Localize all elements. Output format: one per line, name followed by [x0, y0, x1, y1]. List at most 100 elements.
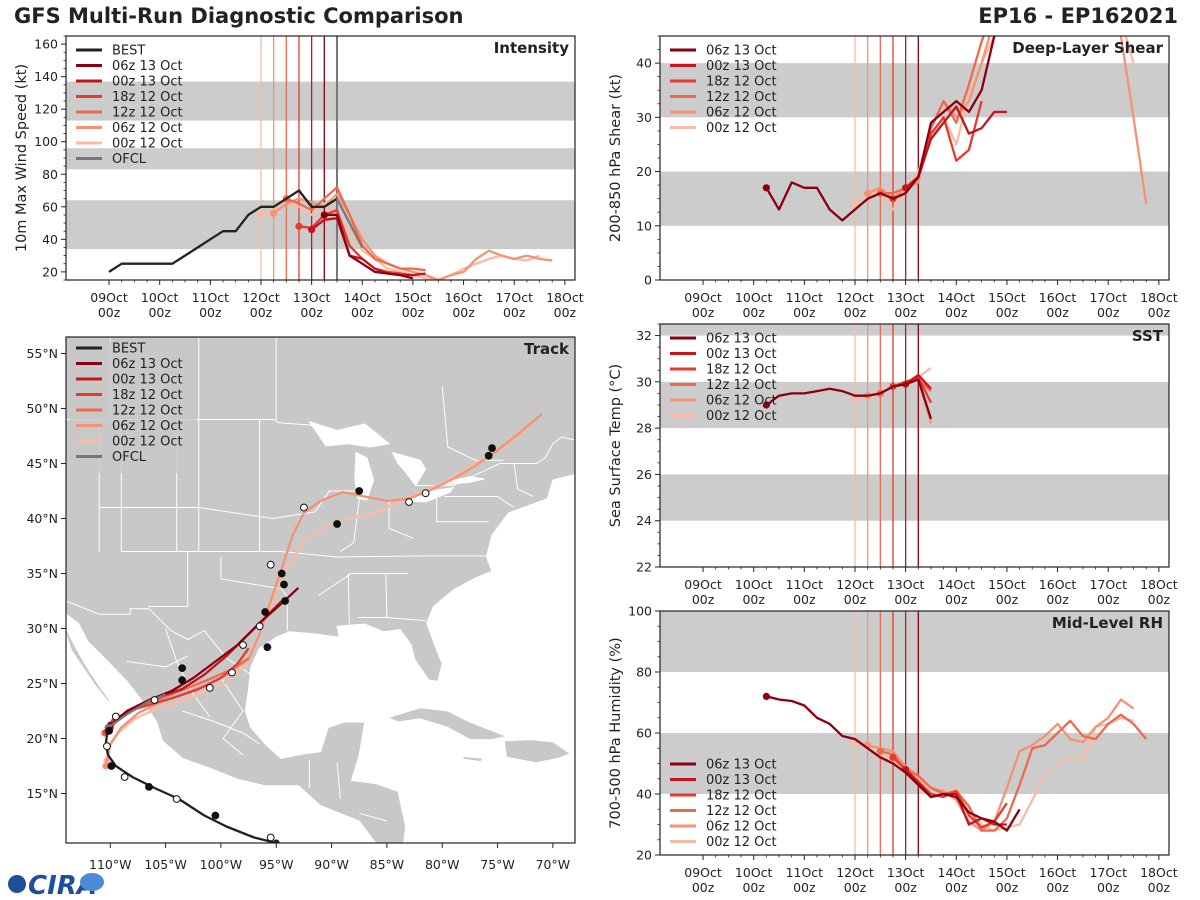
figure-title: GFS Multi-Run Diagnostic Comparison: [14, 4, 464, 28]
x-tick-hour: 00z: [945, 305, 968, 320]
cira-logo: CIRA: [8, 871, 104, 900]
threshold-band: [660, 611, 1169, 672]
track-day-marker: [255, 622, 264, 631]
x-tick-date: 14Oct: [938, 865, 976, 880]
series-line-06z-12-Oct: [867, 36, 1148, 205]
legend-entry: 06z 13 Oct: [706, 44, 777, 59]
track-start-point: [272, 839, 280, 843]
x-tick-hour: 00z: [945, 592, 968, 607]
x-tick-hour: 00z: [844, 305, 867, 320]
lon-tick-label: 105°W: [144, 857, 186, 872]
y-axis-label: 200-850 hPa Shear (kt): [608, 74, 624, 242]
init-point: [762, 401, 770, 409]
init-point: [320, 211, 328, 219]
y-tick-label: 60: [636, 726, 652, 741]
x-tick-hour: 00z: [1097, 880, 1120, 895]
lon-tick-label: 90°W: [314, 857, 349, 872]
track-day-marker: [105, 726, 114, 735]
panel-track: 110°W 105°W 100°W 95°W 90°W 85°W 80°W 75°W 70°W 1…: [26, 336, 602, 872]
us-canada-border: [66, 419, 338, 431]
threshold-band: [660, 381, 1169, 429]
series-line-06z-13-Oct: [766, 695, 1021, 832]
state-line: [121, 551, 489, 558]
track-day-marker: [333, 520, 341, 528]
legend-entry: 06z 12 Oct: [706, 820, 777, 835]
x-tick-date: 12Oct: [836, 577, 874, 592]
init-point: [295, 222, 303, 230]
series-line-06z-13-Oct: [765, 36, 996, 222]
lon-tick-label: 75°W: [480, 857, 515, 872]
legend-entry: 06z 13 Oct: [112, 59, 183, 74]
state-line: [386, 617, 426, 622]
hispaniola: [503, 739, 572, 764]
x-tick-date: 17Oct: [1089, 865, 1127, 880]
legend-entry: 00z 12 Oct: [706, 835, 777, 850]
panel-intensity: 2040608010012014016009Oct00z10Oct00z11Oc…: [14, 35, 584, 320]
y-tick-label: 100: [34, 134, 58, 149]
y-tick-label: 120: [34, 102, 58, 117]
y-tick-label: 22: [636, 560, 652, 575]
legend-entry: 18z 12 Oct: [112, 388, 183, 403]
puerto-rico: [584, 755, 602, 761]
init-point: [864, 189, 872, 197]
state-line: [513, 463, 534, 497]
threshold-band: [660, 474, 1169, 521]
x-tick-date: 14Oct: [344, 290, 382, 305]
map-frame: [65, 336, 576, 844]
axes-frame: [659, 323, 1170, 568]
init-point: [876, 747, 884, 755]
init-point: [851, 200, 859, 208]
series-line-12z-12-Oct: [880, 713, 1148, 832]
x-tick-date: 18Oct: [546, 290, 584, 305]
legend-entry: 18z 12 Oct: [706, 789, 777, 804]
state-line: [444, 496, 515, 508]
x-tick-date: 16Oct: [445, 290, 483, 305]
panel-title: SST: [1132, 327, 1164, 345]
x-tick-hour: 00z: [996, 305, 1019, 320]
track-day-marker: [484, 451, 493, 460]
lat-tick-label: 30°N: [26, 621, 58, 636]
series-line-00z-13-Oct: [904, 768, 1007, 826]
plot-area-rh: [660, 611, 1169, 855]
track-start-point: [102, 762, 110, 770]
x-tick-date: 18Oct: [1140, 290, 1178, 305]
state-line: [318, 573, 408, 596]
legend-entry: 06z 13 Oct: [112, 357, 183, 372]
x-tick-date: 14Oct: [938, 577, 976, 592]
y-tick-label: 40: [636, 787, 652, 802]
track-day-marker: [405, 498, 413, 506]
legend-entry: 12z 12 Oct: [706, 90, 777, 105]
track-day-marker: [355, 487, 364, 495]
mexico-state-line: [220, 677, 244, 756]
legend-entry: 12z 12 Oct: [706, 378, 777, 393]
x-tick-date: 16Oct: [1039, 290, 1077, 305]
legend-entry: 06z 12 Oct: [706, 394, 777, 409]
x-tick-date: 18Oct: [1140, 865, 1178, 880]
x-tick-hour: 00z: [148, 305, 171, 320]
state-line: [99, 490, 360, 520]
series-line-00z-12-Oct: [260, 202, 540, 280]
lat-tick-label: 35°N: [26, 566, 58, 581]
y-tick-label: 28: [636, 421, 652, 436]
x-tick-hour: 00z: [793, 880, 816, 895]
track-line-06z-13-Oct: [109, 586, 300, 727]
lon-tick-label: 100°W: [200, 857, 242, 872]
legend-entry: 12z 12 Oct: [706, 804, 777, 819]
track-day-marker: [239, 641, 247, 649]
series-line-OFCL: [335, 198, 364, 249]
x-tick-date: 10Oct: [735, 577, 773, 592]
x-tick-hour: 00z: [1148, 880, 1171, 895]
track-day-marker: [266, 833, 275, 842]
y-tick-label: 80: [636, 665, 652, 680]
x-tick-hour: 00z: [945, 880, 968, 895]
legend-entry: 06z 13 Oct: [706, 332, 777, 347]
y-tick-label: 10: [636, 218, 652, 233]
lat-tick-label: 55°N: [26, 346, 58, 361]
x-tick-hour: 00z: [1148, 592, 1171, 607]
x-tick-hour: 00z: [894, 880, 917, 895]
y-tick-label: 24: [636, 513, 652, 528]
legend-entry: 12z 12 Oct: [112, 106, 183, 121]
